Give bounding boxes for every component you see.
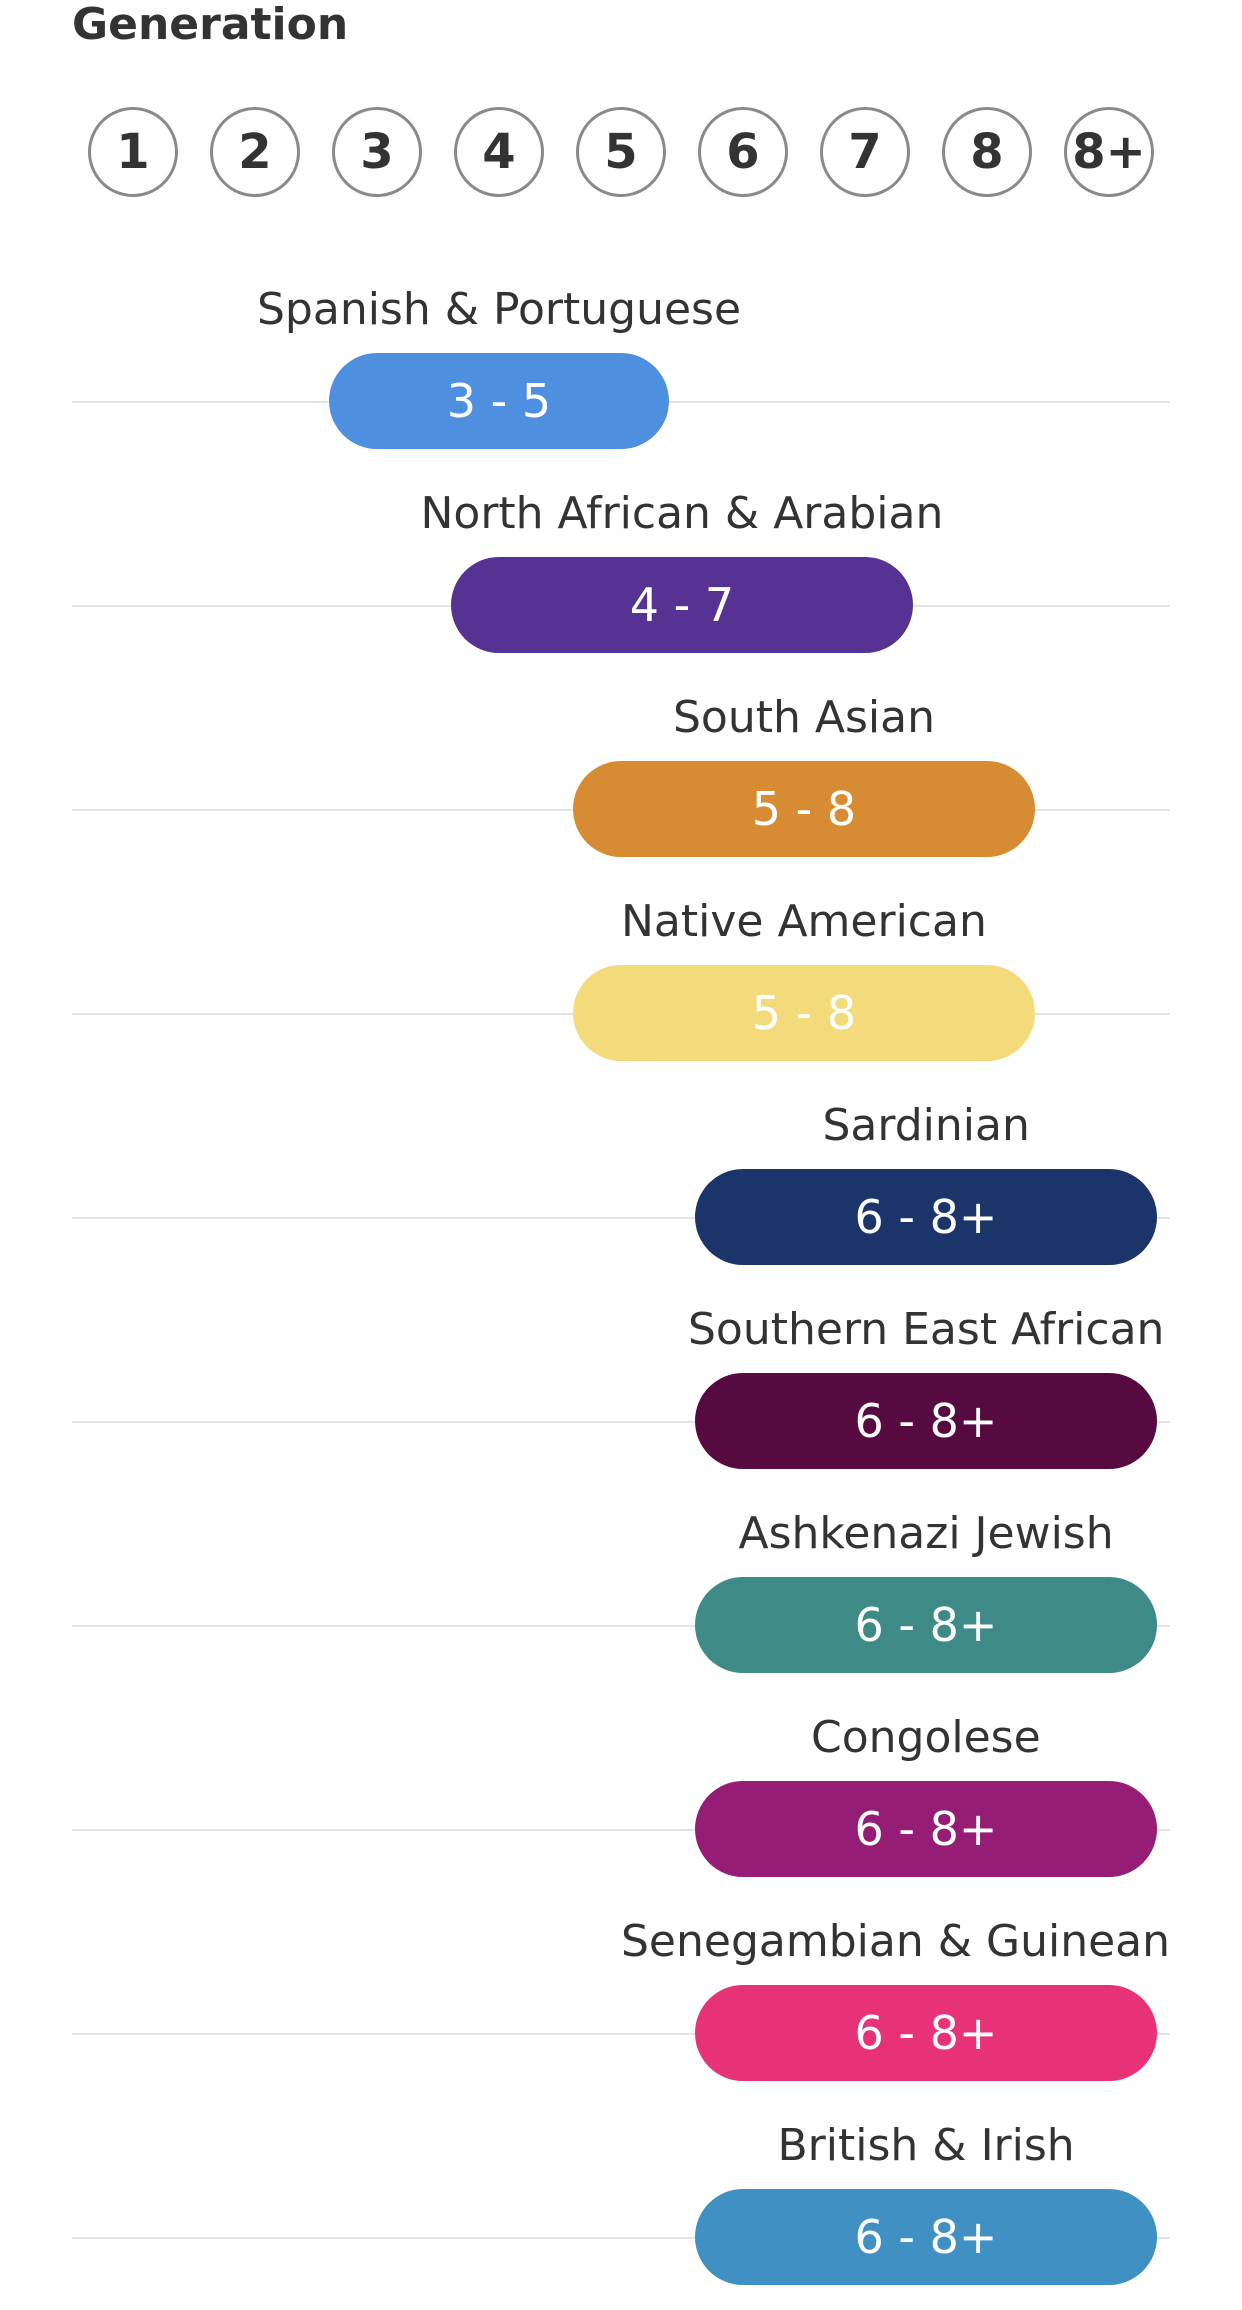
ancestry-label: Ashkenazi Jewish <box>738 1508 1114 1559</box>
generation-circle-4[interactable]: 4 <box>454 107 544 197</box>
ancestry-row[interactable]: South Asian 5 - 8 <box>0 678 1242 882</box>
ancestry-label: North African & Arabian <box>420 488 944 539</box>
generation-range-pill[interactable]: 6 - 8+ <box>695 1169 1157 1265</box>
generation-range-pill[interactable]: 6 - 8+ <box>695 1373 1157 1469</box>
row-guideline <box>72 1421 1170 1423</box>
generation-range-pill[interactable]: 6 - 8+ <box>695 1577 1157 1673</box>
ancestry-label: Southern East African <box>688 1304 1165 1355</box>
ancestry-row[interactable]: Senegambian & Guinean 6 - 8+ <box>0 1902 1242 2106</box>
ancestry-row[interactable]: Native American 5 - 8 <box>0 882 1242 1086</box>
ancestry-row[interactable]: Ashkenazi Jewish 6 - 8+ <box>0 1494 1242 1698</box>
ancestry-row[interactable]: Congolese 6 - 8+ <box>0 1698 1242 1902</box>
generation-circle-6[interactable]: 6 <box>698 107 788 197</box>
ancestry-row[interactable]: Sardinian 6 - 8+ <box>0 1086 1242 1290</box>
row-guideline <box>72 2237 1170 2239</box>
ancestry-row[interactable]: Southern East African 6 - 8+ <box>0 1290 1242 1494</box>
ancestry-label: Congolese <box>811 1712 1041 1763</box>
row-guideline <box>72 1625 1170 1627</box>
generation-range-pill[interactable]: 4 - 7 <box>451 557 913 653</box>
page-title: Generation <box>72 0 349 50</box>
ancestry-label: South Asian <box>673 692 935 743</box>
ancestry-row[interactable]: Spanish & Portuguese 3 - 5 <box>0 270 1242 474</box>
generation-circle-3[interactable]: 3 <box>332 107 422 197</box>
generation-circle-9[interactable]: 8+ <box>1064 107 1154 197</box>
ancestry-label: Spanish & Portuguese <box>257 284 742 335</box>
generation-circle-7[interactable]: 7 <box>820 107 910 197</box>
ancestry-label: Sardinian <box>822 1100 1030 1151</box>
row-guideline <box>72 2033 1170 2035</box>
ancestry-label: Native American <box>621 896 987 947</box>
ancestry-label: British & Irish <box>777 2120 1075 2171</box>
generation-range-pill[interactable]: 6 - 8+ <box>695 1781 1157 1877</box>
generation-circle-5[interactable]: 5 <box>576 107 666 197</box>
row-guideline <box>72 1829 1170 1831</box>
generation-scale: 1 2 3 4 5 6 7 8 8+ <box>0 0 1242 220</box>
generation-circle-8[interactable]: 8 <box>942 107 1032 197</box>
generation-circle-1[interactable]: 1 <box>88 107 178 197</box>
generation-range-pill[interactable]: 6 - 8+ <box>695 1985 1157 2081</box>
ancestry-label: Senegambian & Guinean <box>621 1916 1171 1967</box>
ancestry-row[interactable]: North African & Arabian 4 - 7 <box>0 474 1242 678</box>
generation-range-pill[interactable]: 3 - 5 <box>329 353 669 449</box>
generation-range-pill[interactable]: 6 - 8+ <box>695 2189 1157 2285</box>
generation-range-pill[interactable]: 5 - 8 <box>573 965 1035 1061</box>
ancestry-row[interactable]: British & Irish 6 - 8+ <box>0 2106 1242 2310</box>
row-guideline <box>72 1217 1170 1219</box>
generation-range-pill[interactable]: 5 - 8 <box>573 761 1035 857</box>
generation-circle-2[interactable]: 2 <box>210 107 300 197</box>
